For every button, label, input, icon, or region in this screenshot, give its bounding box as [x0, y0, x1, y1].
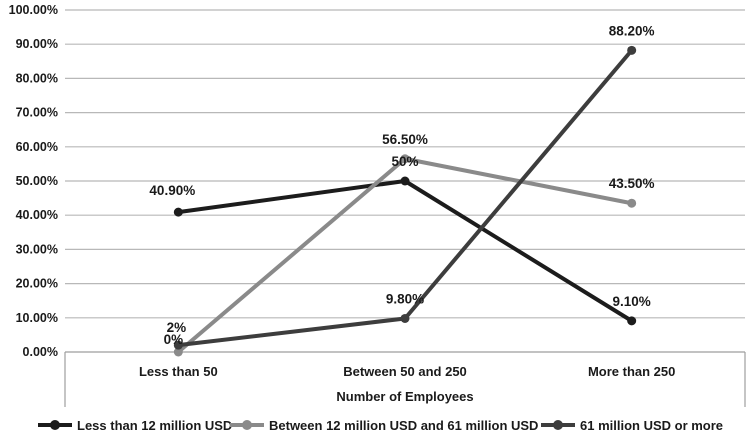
data-label: 2% [167, 320, 187, 335]
y-tick-label: 80.00% [16, 71, 58, 85]
data-point-marker-s2p2 [627, 45, 637, 55]
legend-item-0: Less than 12 million USD [38, 418, 232, 433]
data-point-marker-s0p1 [400, 176, 410, 186]
data-label: 56.50% [382, 132, 428, 147]
data-label: 88.20% [609, 23, 655, 38]
y-tick-label: 50.00% [16, 174, 58, 188]
data-label: 9.10% [613, 294, 651, 309]
x-category-label: Between 50 and 250 [343, 364, 467, 379]
legend-item-2: 61 million USD or more [541, 418, 723, 433]
data-label: 0% [164, 332, 184, 347]
legend-item-1: Between 12 million USD and 61 million US… [230, 418, 538, 433]
data-point-marker-s0p2 [627, 316, 637, 326]
chart-legend: Less than 12 million USD Between 12 milli… [38, 418, 723, 433]
y-tick-label: 90.00% [16, 37, 58, 51]
data-point-marker-s1p2 [627, 198, 637, 208]
data-label: 9.80% [386, 291, 424, 306]
y-tick-label: 30.00% [16, 242, 58, 256]
legend-item-label: 61 million USD or more [580, 418, 723, 433]
data-point-marker-s1p1 [400, 154, 410, 164]
data-point-marker-s1p0 [173, 347, 183, 357]
y-tick-label: 40.00% [16, 208, 58, 222]
data-point-marker-s2p1 [400, 313, 410, 323]
series-lines-group [173, 45, 637, 357]
legend-item-label: Less than 12 million USD [77, 418, 232, 433]
data-point-marker-s2p0 [173, 340, 183, 350]
axis-frame [64, 352, 746, 407]
data-label: 40.90% [149, 183, 195, 198]
data-label: 50% [391, 154, 418, 169]
data-labels-group: 40.90% 50% 9.10% 0% 56.50% 43.50% 2% 9.80% 88.20… [149, 23, 654, 347]
x-category-label: Less than 50 [139, 364, 218, 379]
data-point-marker-s0p0 [173, 207, 183, 217]
y-tick-label: 60.00% [16, 140, 58, 154]
y-tick-label: 20.00% [16, 277, 58, 291]
y-axis-tick-labels: 0.00% 10.00% 20.00% 30.00% 40.00% 50.00% 60.00… [9, 3, 58, 359]
legend-marker-dot [553, 420, 563, 430]
y-tick-label: 10.00% [16, 311, 58, 325]
y-tick-label: 70.00% [16, 106, 58, 120]
y-tick-label: 0.00% [23, 345, 58, 359]
x-axis-category-labels: Less than 50 Between 50 and 250 More than … [139, 364, 675, 379]
y-tick-label: 100.00% [9, 3, 58, 17]
data-label: 43.50% [609, 176, 655, 191]
x-axis-title: Number of Employees [336, 389, 473, 404]
legend-marker-dot [242, 420, 252, 430]
legend-marker-dot [50, 420, 60, 430]
legend-item-label: Between 12 million USD and 61 million US… [269, 418, 538, 433]
x-category-label: More than 250 [588, 364, 675, 379]
series-line-1 [176, 156, 634, 354]
